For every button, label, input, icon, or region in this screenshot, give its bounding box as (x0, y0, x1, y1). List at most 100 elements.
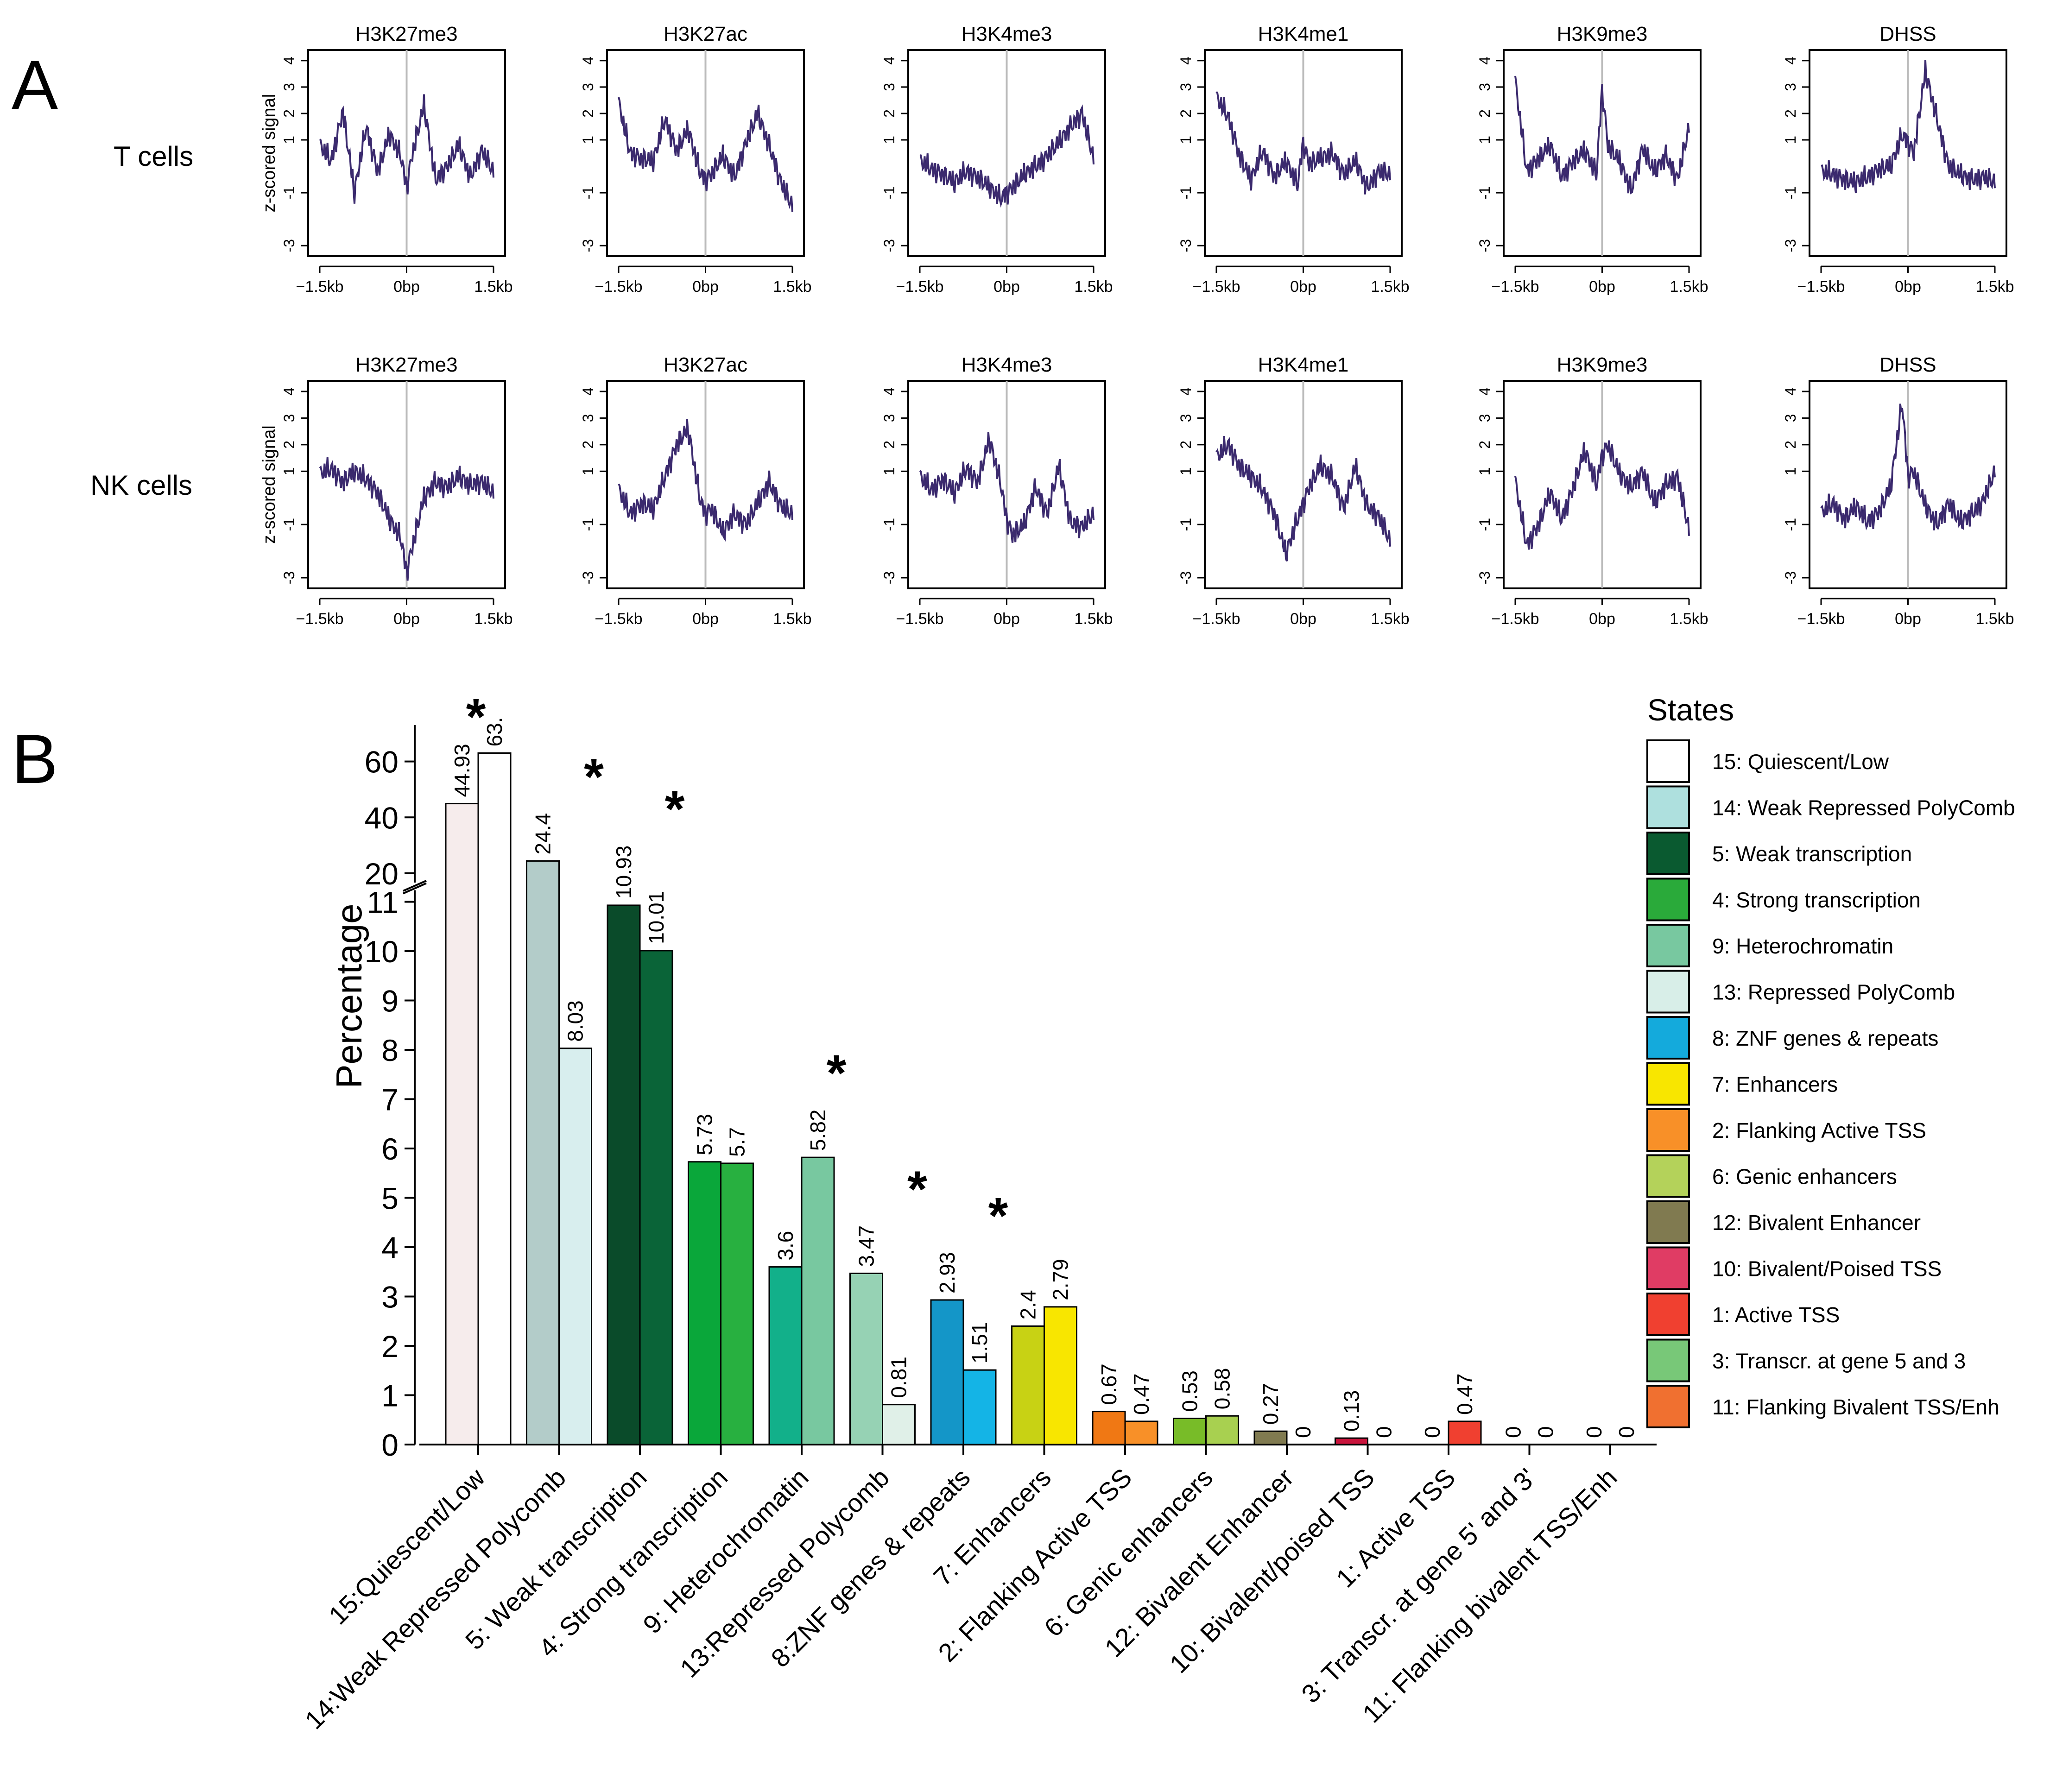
x-tick-label: 1.5kb (773, 610, 811, 628)
y-tick-label: -3 (1177, 239, 1194, 252)
y-tick-label: 1 (1177, 467, 1194, 475)
y-tick-label: -1 (1177, 186, 1194, 199)
panel-title: H3K27me3 (355, 353, 457, 376)
panel-title: DHSS (1879, 23, 1936, 45)
y-tick-label: 4 (1782, 387, 1799, 396)
profile-panel: H3K27me3 -3 -1 1 2 3 4 −1.5kb 0bp 1.5kb z-scored s… (259, 23, 513, 296)
x-tick-label: 0bp (692, 278, 719, 296)
bar (930, 1299, 964, 1445)
bar-value-label: 10.93 (612, 846, 636, 899)
y-tick-label: 11 (367, 885, 399, 920)
y-tick-label: -1 (881, 518, 898, 531)
bar-value-label: 0 (1582, 1426, 1606, 1438)
x-tick-label: −1.5kb (1192, 278, 1240, 296)
x-tick-label: 15:Quiescent/Low (323, 1463, 491, 1630)
y-tick-label: 40 (365, 801, 399, 835)
y-tick-label: -3 (1782, 571, 1799, 584)
x-tick-label: 0bp (993, 278, 1020, 296)
x-tick-label: −1.5kb (1192, 610, 1240, 628)
y-tick-label: -3 (281, 239, 297, 252)
profile-panel: H3K4me3 -3 -1 1 2 3 4 −1.5kb 0bp 1.5kb (881, 353, 1113, 628)
y-tick-label: -3 (281, 571, 297, 584)
legend-swatch (1646, 739, 1690, 783)
bar-value-label: 24.4 (531, 813, 555, 855)
x-tick-label: 0bp (393, 610, 420, 628)
bar-value-label: 5.82 (806, 1110, 830, 1151)
legend-item: 5: Weak transcription (1712, 842, 1912, 866)
x-tick-label: 0bp (993, 610, 1020, 628)
y-tick-label: 2 (1476, 109, 1493, 118)
y-tick-label: 2 (1177, 441, 1194, 449)
legend-swatch (1646, 1200, 1690, 1244)
signal-line (618, 96, 793, 212)
y-tick-label: 1 (281, 136, 297, 144)
x-tick-label: −1.5kb (1491, 278, 1539, 296)
row-label-t-cells: T cells (114, 141, 193, 172)
y-tick-label: 6 (381, 1132, 399, 1166)
signal-line (1215, 91, 1391, 195)
y-tick-label: 1 (881, 467, 898, 475)
y-tick-label: 3 (881, 414, 898, 423)
profile-panel: H3K4me1 -3 -1 1 2 3 4 −1.5kb 0bp 1.5kb (1177, 23, 1410, 296)
bar (1092, 1411, 1126, 1445)
bar (526, 860, 560, 1445)
y-tick-label: 3 (881, 83, 898, 91)
profile-panel: H3K9me3 -3 -1 1 2 3 4 −1.5kb 0bp 1.5kb (1476, 23, 1708, 296)
x-tick-label: −1.5kb (595, 610, 642, 628)
x-tick-label: 1.5kb (474, 278, 512, 296)
legend-swatch (1646, 1154, 1690, 1198)
profile-panel: H3K4me3 -3 -1 1 2 3 4 −1.5kb 0bp 1.5kb (881, 23, 1113, 296)
bar (1253, 1430, 1288, 1445)
y-tick-label: 1 (1177, 136, 1194, 144)
y-tick-label: 10 (365, 934, 399, 969)
bar-value-label: 0.13 (1340, 1390, 1364, 1432)
significance-star: * (907, 1161, 927, 1218)
panel-title: H3K27ac (664, 353, 747, 376)
y-tick-label: 2 (381, 1329, 399, 1363)
y-tick-label: -3 (881, 571, 898, 584)
signal-line (919, 432, 1095, 543)
legend-swatch (1646, 970, 1690, 1014)
legend-item: 10: Bivalent/Poised TSS (1712, 1257, 1942, 1281)
signal-line (1514, 76, 1690, 195)
y-tick-label: -1 (580, 186, 596, 199)
signal-line (1821, 60, 1996, 194)
legend: States 15: Quiescent/Low 14: Weak Repress… (1646, 693, 2015, 1428)
bar (639, 950, 673, 1445)
x-tick-label: 0bp (1895, 278, 1921, 296)
bar-value-label: 3.6 (773, 1231, 797, 1261)
y-tick-label: 9 (381, 984, 399, 1018)
bar-value-label: 2.4 (1016, 1290, 1040, 1319)
y-tick-label: 4 (881, 57, 898, 65)
bar (1011, 1325, 1045, 1445)
y-tick-label: -3 (580, 239, 596, 252)
significance-star: * (466, 688, 486, 745)
y-tick-label: 2 (881, 441, 898, 449)
y-tick-label: 4 (881, 387, 898, 396)
significance-star: * (988, 1187, 1008, 1244)
x-tick-label: 0bp (1895, 610, 1921, 628)
y-tick-label: 2 (281, 441, 297, 449)
legend-swatch (1646, 832, 1690, 875)
y-tick-label: 2 (580, 441, 596, 449)
x-tick-label: 0bp (1290, 278, 1316, 296)
x-tick-label: 1.5kb (1074, 278, 1113, 296)
y-tick-label: -1 (580, 518, 596, 531)
signal-line (1215, 435, 1391, 562)
legend-swatch (1646, 785, 1690, 829)
bar-value-label: 0.47 (1453, 1373, 1477, 1415)
legend-swatch (1646, 1293, 1690, 1336)
legend-item: 15: Quiescent/Low (1712, 750, 1889, 774)
legend-item: 3: Transcr. at gene 5 and 3 (1712, 1349, 1966, 1373)
bar (688, 1161, 721, 1445)
y-tick-label: 2 (881, 109, 898, 118)
y-axis-label: z-scored signal (259, 94, 279, 213)
y-axis-title: Percentage (329, 904, 369, 1089)
y-tick-label: -3 (580, 571, 596, 584)
bar (962, 1369, 997, 1445)
y-tick-label: 1 (1782, 136, 1799, 144)
significance-star: * (665, 781, 685, 838)
bar-value-label: 44.93 (450, 744, 474, 797)
legend-item: 12: Bivalent Enhancer (1712, 1211, 1921, 1235)
